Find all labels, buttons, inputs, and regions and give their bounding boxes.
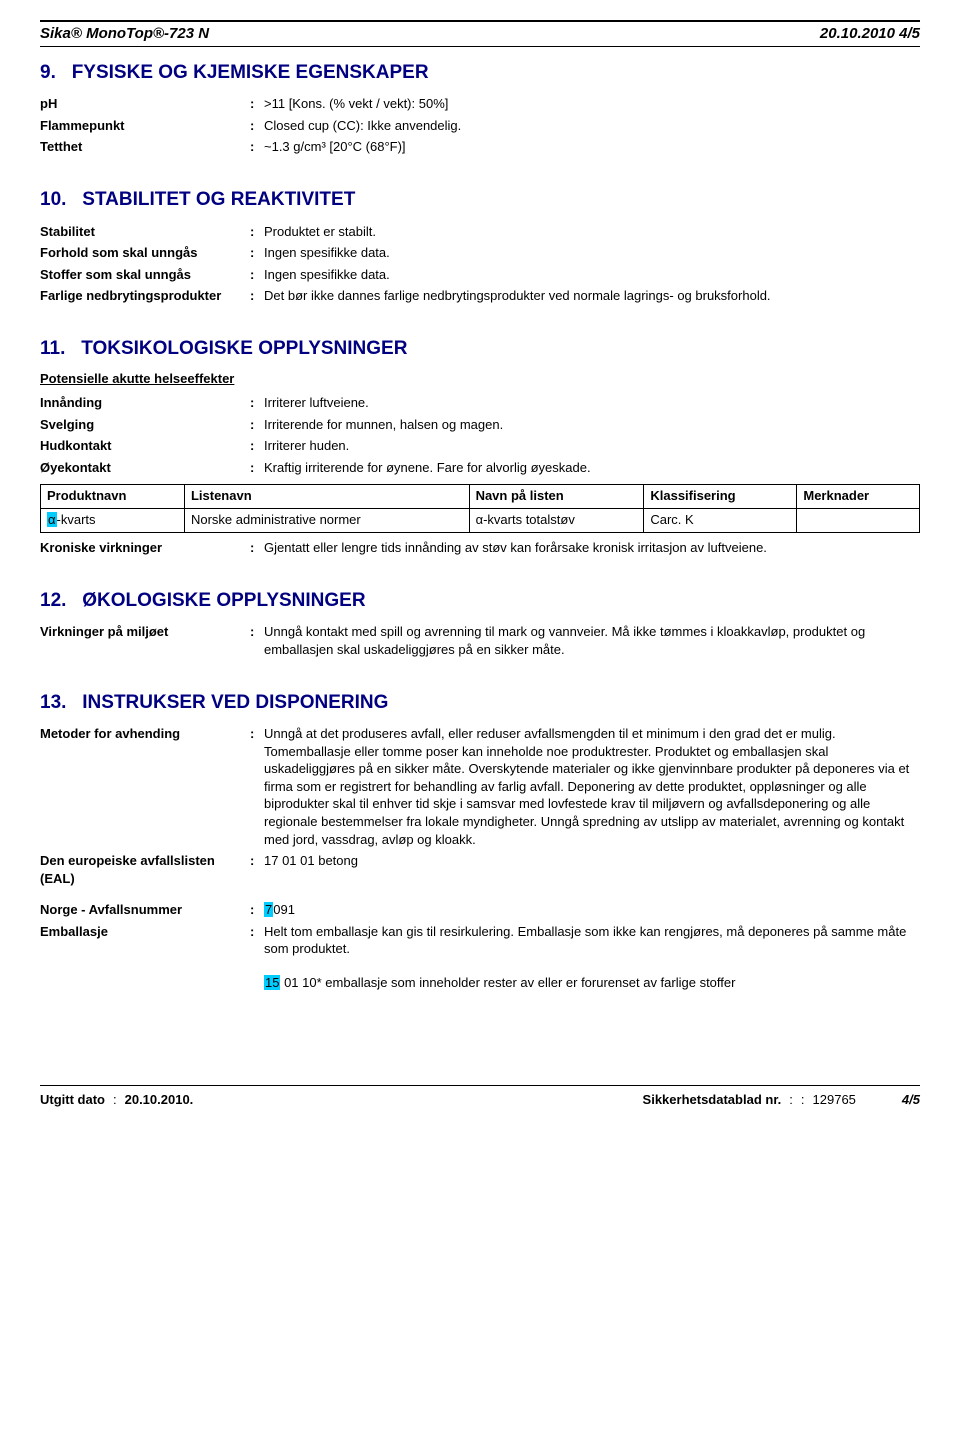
field-density: Tetthet : ~1.3 g/cm³ [20°C (68°F)] [40,138,920,156]
label-avoid-materials: Stoffer som skal unngås [40,266,250,284]
value-density: ~1.3 g/cm³ [20°C (68°F)] [264,138,920,156]
section-10-title: 10. STABILITET OG REAKTIVITET [40,188,920,213]
label-inhalation: Innånding [40,394,250,412]
document-header: Sika® MonoTop®-723 N 20.10.2010 4/5 [40,20,920,47]
field-ingestion: Svelging : Irriterende for munnen, halse… [40,416,920,434]
field-eye-contact: Øyekontakt : Kraftig irriterende for øyn… [40,459,920,477]
th-navn-paa-listen: Navn på listen [469,485,644,509]
field-avoid-conditions: Forhold som skal unngås : Ingen spesifik… [40,244,920,262]
th-listenavn: Listenavn [184,485,469,509]
field-hazardous-decomp: Farlige nedbrytingsprodukter : Det bør i… [40,287,920,305]
footer-issued-label: Utgitt dato [40,1092,105,1109]
label-avoid-conditions: Forhold som skal unngås [40,244,250,262]
value-ph: >11 [Kons. (% vekt / vekt): 50%] [264,95,920,113]
label-env-effects: Virkninger på miljøet [40,623,250,658]
field-norway-waste: Norge - Avfallsnummer : 7091 [40,901,920,919]
table-header-row: Produktnavn Listenavn Navn på listen Kla… [41,485,920,509]
footer-issued-value: 20.10.2010. [125,1092,194,1109]
field-chronic-effects: Kroniske virkninger : Gjentatt eller len… [40,539,920,557]
section-12-title: 12. ØKOLOGISKE OPPLYSNINGER [40,589,920,614]
value-stability: Produktet er stabilt. [264,223,920,241]
value-avoid-conditions: Ingen spesifikke data. [264,244,920,262]
td-listenavn: Norske administrative normer [184,509,469,533]
field-eal: Den europeiske avfallslisten (EAL) : 17 … [40,852,920,887]
value-packaging: Helt tom emballasje kan gis til resirkul… [264,923,920,958]
document-footer: Utgitt dato : 20.10.2010. Sikkerhetsdata… [40,1085,920,1109]
field-disposal-methods: Metoder for avhending : Unngå at det pro… [40,725,920,848]
label-flashpoint: Flammepunkt [40,117,250,135]
label-disposal-methods: Metoder for avhending [40,725,250,848]
label-eye-contact: Øyekontakt [40,459,250,477]
td-navn-paa-listen: α-kvarts totalstøv [469,509,644,533]
value-eye-contact: Kraftig irriterende for øynene. Fare for… [264,459,920,477]
value-norway-waste: 7091 [264,901,920,919]
section-13-title: 13. INSTRUKSER VED DISPONERING [40,691,920,716]
subheading-acute-effects: Potensielle akutte helseeffekter [40,371,920,388]
value-inhalation: Irriterer luftveiene. [264,394,920,412]
header-product: Sika® MonoTop®-723 N [40,24,209,44]
value-disposal-methods: Unngå at det produseres avfall, eller re… [264,725,920,848]
field-inhalation: Innånding : Irriterer luftveiene. [40,394,920,412]
field-skin-contact: Hudkontakt : Irriterer huden. [40,437,920,455]
footer-page: 4/5 [902,1092,920,1109]
field-packaging: Emballasje : Helt tom emballasje kan gis… [40,923,920,958]
footer-sheet-value: 129765 [813,1092,856,1109]
value-chronic-effects: Gjentatt eller lengre tids innånding av … [264,539,920,557]
value-avoid-materials: Ingen spesifikke data. [264,266,920,284]
th-produktnavn: Produktnavn [41,485,185,509]
field-flashpoint: Flammepunkt : Closed cup (CC): Ikke anve… [40,117,920,135]
value-flashpoint: Closed cup (CC): Ikke anvendelig. [264,117,920,135]
label-ingestion: Svelging [40,416,250,434]
label-chronic-effects: Kroniske virkninger [40,539,250,557]
value-hazardous-decomp: Det bør ikke dannes farlige nedbrytingsp… [264,287,920,305]
field-packaging-note: 15 01 10* emballasje som inneholder rest… [40,974,920,992]
td-merknader [797,509,920,533]
label-density: Tetthet [40,138,250,156]
section-9-title: 9. FYSISKE OG KJEMISKE EGENSKAPER [40,61,920,86]
td-klassifisering: Carc. K [644,509,797,533]
td-produktnavn: α-kvarts [41,509,185,533]
value-skin-contact: Irriterer huden. [264,437,920,455]
label-packaging: Emballasje [40,923,250,958]
table-row: α-kvarts Norske administrative normer α-… [41,509,920,533]
section-11-title: 11. TOKSIKOLOGISKE OPPLYSNINGER [40,337,920,362]
field-env-effects: Virkninger på miljøet : Unngå kontakt me… [40,623,920,658]
field-ph: pH : >11 [Kons. (% vekt / vekt): 50%] [40,95,920,113]
label-hazardous-decomp: Farlige nedbrytingsprodukter [40,287,250,305]
label-skin-contact: Hudkontakt [40,437,250,455]
field-stability: Stabilitet : Produktet er stabilt. [40,223,920,241]
value-eal: 17 01 01 betong [264,852,920,887]
header-date-page: 20.10.2010 4/5 [820,24,920,44]
field-avoid-materials: Stoffer som skal unngås : Ingen spesifik… [40,266,920,284]
footer-left: Utgitt dato : 20.10.2010. [40,1092,193,1109]
label-norway-waste: Norge - Avfallsnummer [40,901,250,919]
label-ph: pH [40,95,250,113]
label-eal: Den europeiske avfallslisten (EAL) [40,852,250,887]
th-klassifisering: Klassifisering [644,485,797,509]
value-packaging-note: 15 01 10* emballasje som inneholder rest… [264,974,920,992]
value-env-effects: Unngå kontakt med spill og avrenning til… [264,623,920,658]
classification-table: Produktnavn Listenavn Navn på listen Kla… [40,484,920,533]
label-stability: Stabilitet [40,223,250,241]
footer-right: Sikkerhetsdatablad nr. : : 129765 4/5 [643,1092,920,1109]
footer-sheet-label: Sikkerhetsdatablad nr. [643,1092,782,1109]
value-ingestion: Irriterende for munnen, halsen og magen. [264,416,920,434]
th-merknader: Merknader [797,485,920,509]
